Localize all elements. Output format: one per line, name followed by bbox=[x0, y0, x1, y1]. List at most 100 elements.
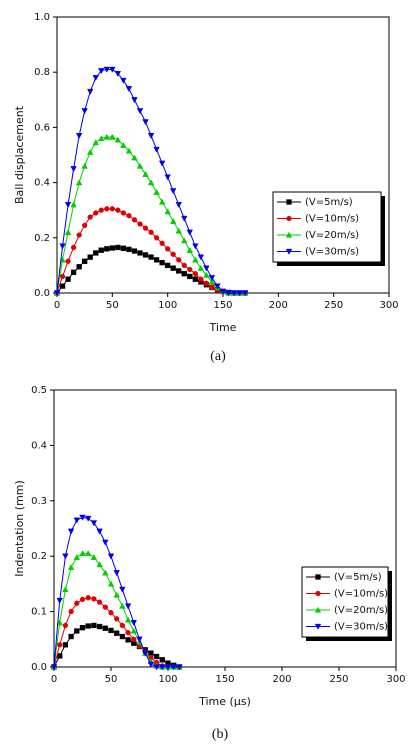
marker bbox=[124, 616, 132, 623]
marker bbox=[62, 622, 69, 629]
legend-label: (V=5m/s) bbox=[305, 197, 353, 208]
marker bbox=[79, 514, 86, 521]
marker bbox=[187, 266, 193, 273]
marker bbox=[102, 604, 108, 610]
marker bbox=[203, 280, 210, 286]
marker bbox=[147, 661, 155, 668]
marker bbox=[136, 636, 143, 643]
marker bbox=[181, 215, 188, 222]
y-tick-label: 0.2 bbox=[31, 551, 47, 562]
marker bbox=[92, 139, 99, 146]
marker bbox=[315, 590, 321, 597]
y-tick-label: 0.5 bbox=[31, 385, 47, 396]
marker bbox=[286, 215, 292, 222]
marker bbox=[230, 290, 238, 297]
x-tick-label: 150 bbox=[213, 300, 232, 311]
marker bbox=[73, 553, 81, 560]
marker bbox=[170, 251, 176, 258]
x-tick-label: 150 bbox=[215, 674, 234, 685]
marker bbox=[153, 188, 160, 195]
marker bbox=[93, 210, 99, 216]
marker bbox=[153, 653, 160, 660]
marker bbox=[131, 217, 138, 223]
marker bbox=[107, 553, 115, 560]
marker bbox=[53, 290, 61, 297]
marker bbox=[57, 653, 63, 659]
legend-label: (V=10m/s) bbox=[334, 589, 388, 600]
marker bbox=[164, 174, 171, 181]
marker bbox=[73, 517, 81, 524]
y-tick-label: 0.4 bbox=[34, 178, 50, 189]
marker bbox=[62, 553, 69, 560]
marker bbox=[148, 650, 154, 656]
y-tick-label: 0.8 bbox=[34, 67, 50, 78]
marker bbox=[114, 630, 120, 636]
marker bbox=[208, 275, 216, 282]
y-tick-label: 0.1 bbox=[31, 607, 47, 618]
marker bbox=[119, 633, 126, 640]
marker bbox=[109, 133, 116, 140]
marker bbox=[148, 254, 154, 260]
series-line bbox=[56, 136, 246, 294]
marker bbox=[147, 133, 155, 140]
marker bbox=[98, 207, 104, 213]
x-tick-label: 0 bbox=[54, 300, 60, 311]
marker bbox=[147, 179, 155, 186]
marker bbox=[159, 664, 166, 671]
marker bbox=[90, 520, 98, 527]
marker bbox=[92, 75, 99, 82]
legend-label: (V=5m/s) bbox=[334, 572, 382, 583]
marker bbox=[74, 628, 80, 634]
x-tick-label: 50 bbox=[105, 674, 118, 685]
marker bbox=[70, 166, 77, 173]
marker bbox=[176, 268, 182, 274]
x-tick-label: 300 bbox=[386, 674, 405, 685]
marker bbox=[142, 225, 149, 231]
marker bbox=[109, 245, 115, 251]
marker bbox=[285, 248, 293, 255]
marker bbox=[165, 262, 171, 269]
marker bbox=[159, 259, 165, 266]
marker bbox=[67, 563, 75, 570]
marker bbox=[85, 595, 91, 601]
x-tick-label: 250 bbox=[329, 674, 348, 685]
marker bbox=[124, 603, 132, 610]
marker bbox=[98, 135, 105, 142]
marker bbox=[142, 252, 149, 258]
marker bbox=[70, 244, 77, 251]
marker bbox=[236, 290, 243, 297]
marker bbox=[131, 97, 138, 104]
marker bbox=[148, 229, 154, 235]
marker bbox=[119, 602, 126, 609]
y-tick-label: 0.0 bbox=[31, 662, 47, 673]
marker bbox=[98, 68, 105, 75]
marker bbox=[120, 77, 127, 84]
marker bbox=[175, 202, 182, 209]
marker bbox=[79, 550, 86, 557]
marker bbox=[120, 142, 127, 148]
x-tick-label: 50 bbox=[106, 300, 119, 311]
y-tick-label: 0.2 bbox=[34, 233, 50, 244]
marker bbox=[125, 147, 133, 154]
marker bbox=[131, 154, 138, 161]
marker bbox=[65, 276, 71, 282]
marker bbox=[225, 290, 232, 297]
x-tick-label: 200 bbox=[269, 300, 288, 311]
marker bbox=[192, 276, 198, 282]
x-tick-label: 100 bbox=[158, 300, 177, 311]
marker bbox=[119, 586, 126, 593]
marker bbox=[186, 229, 194, 236]
legend-label: (V=10m/s) bbox=[305, 214, 359, 225]
marker bbox=[131, 636, 137, 642]
marker bbox=[203, 271, 210, 278]
marker bbox=[108, 610, 114, 616]
marker bbox=[109, 66, 116, 73]
x-axis-label: Time bbox=[209, 321, 237, 334]
y-axis-label: Ball displacement bbox=[13, 105, 26, 204]
marker bbox=[86, 148, 94, 155]
marker bbox=[87, 254, 93, 260]
marker bbox=[192, 256, 199, 263]
marker bbox=[176, 664, 183, 671]
marker bbox=[104, 246, 110, 252]
marker bbox=[153, 664, 160, 671]
